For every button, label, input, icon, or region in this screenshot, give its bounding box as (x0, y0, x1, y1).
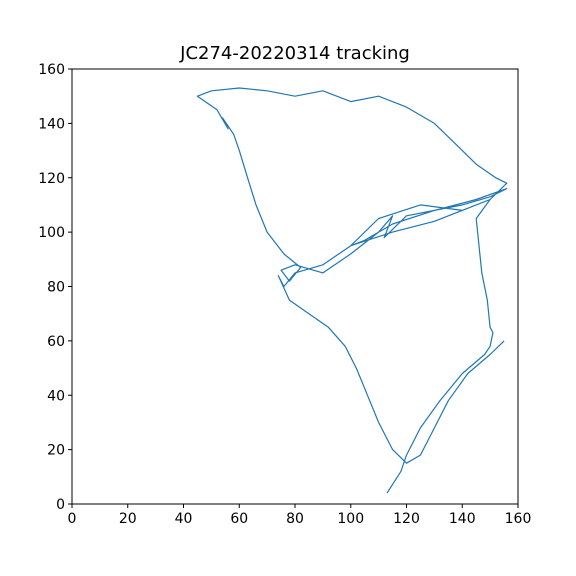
x-tick-label: 140 (449, 511, 476, 527)
x-tick-label: 40 (175, 511, 193, 527)
x-tick-label: 100 (337, 511, 364, 527)
x-tick-label: 120 (393, 511, 420, 527)
x-tick-label: 160 (505, 511, 532, 527)
y-tick-label: 160 (38, 62, 65, 78)
x-tick-label: 60 (230, 511, 248, 527)
y-tick-label: 0 (56, 497, 65, 513)
y-tick-label: 60 (47, 334, 65, 350)
x-tick-label: 80 (286, 511, 304, 527)
y-tick-label: 140 (38, 116, 65, 132)
y-tick-label: 100 (38, 225, 65, 241)
y-tick-label: 120 (38, 171, 65, 187)
x-tick-label: 20 (119, 511, 137, 527)
y-tick-label: 20 (47, 443, 65, 459)
y-tick-label: 40 (47, 388, 65, 404)
plot-frame (71, 68, 519, 505)
chart-title: JC274-20220314 tracking (179, 43, 410, 64)
y-tick-label: 80 (47, 280, 65, 296)
x-tick-label: 0 (68, 511, 77, 527)
track-line (196, 87, 508, 494)
